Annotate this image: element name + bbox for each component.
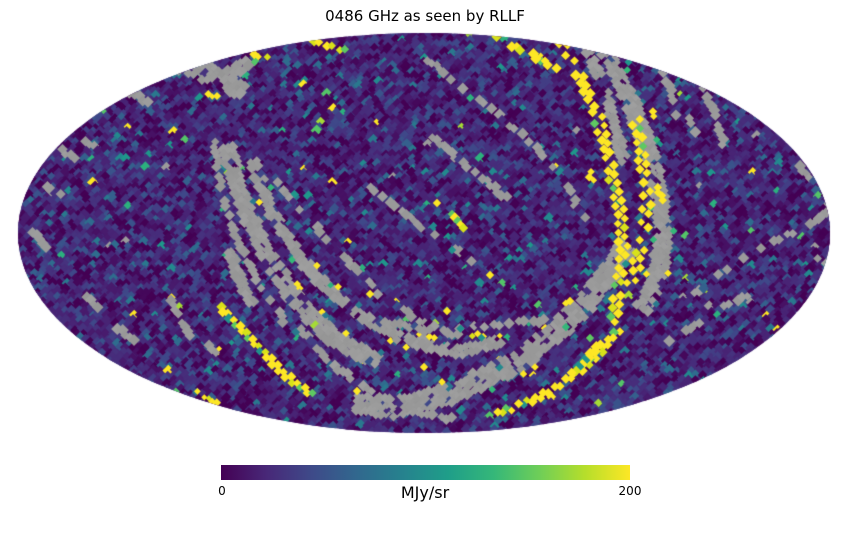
colorbar-tick-min: 0	[218, 484, 226, 498]
colorbar-tick-max: 200	[618, 484, 642, 498]
colorbar-unit-label: MJy/sr	[400, 483, 450, 502]
sky-map-mollweide	[0, 0, 850, 465]
colorbar	[221, 465, 630, 480]
